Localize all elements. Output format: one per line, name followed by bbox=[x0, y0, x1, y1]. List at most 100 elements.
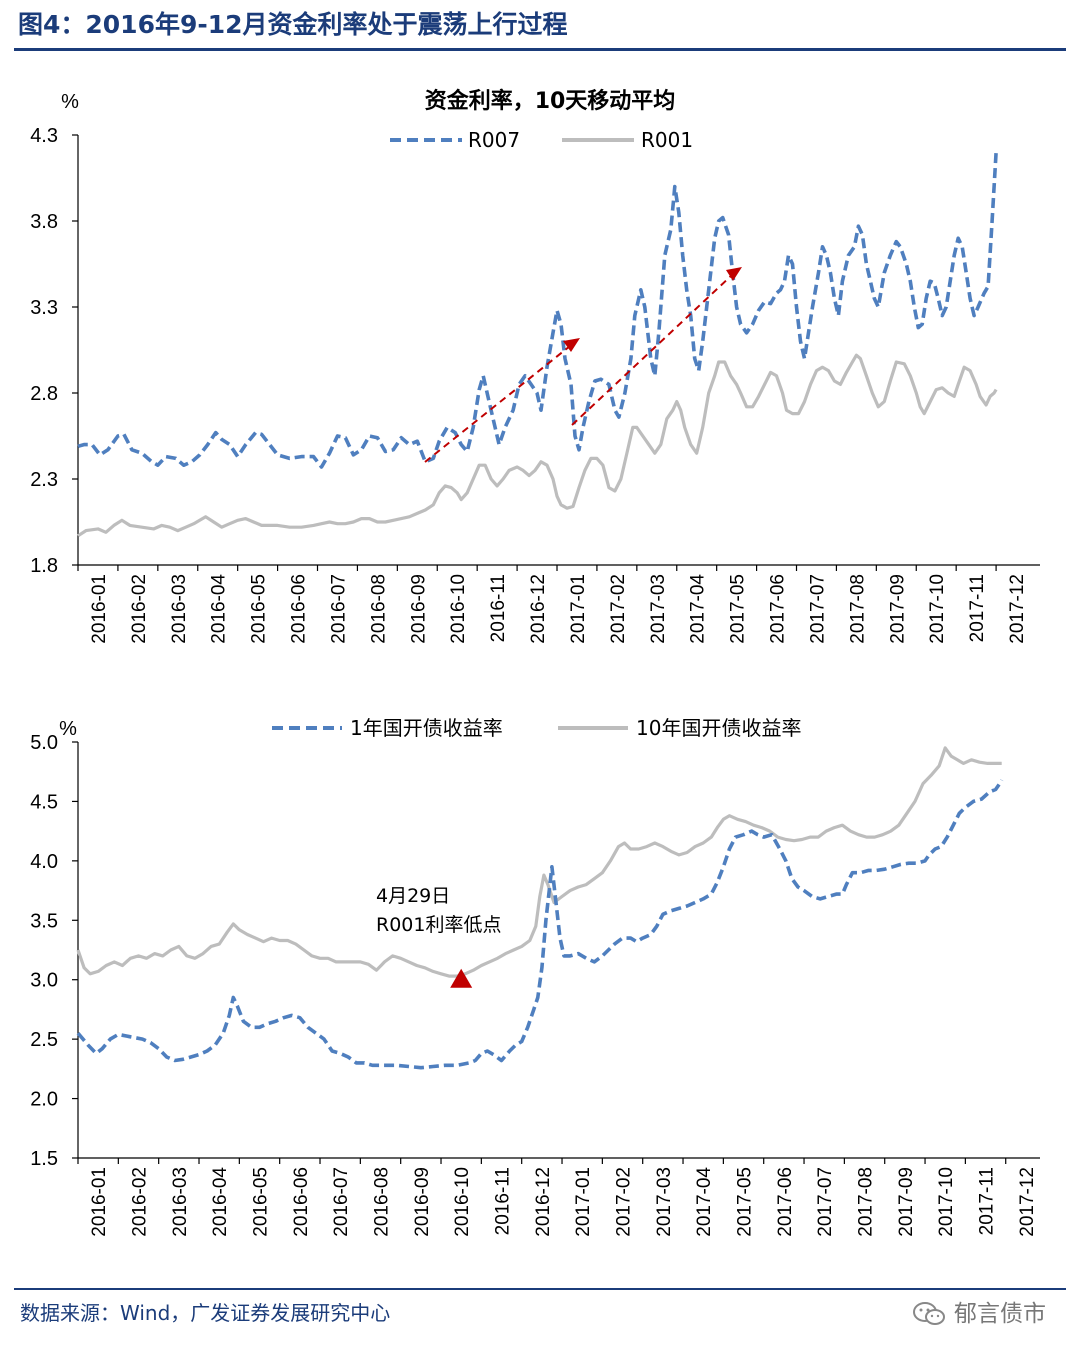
chart1-y-tick-label: 4.3 bbox=[30, 125, 58, 147]
chart2-y-ticks: 1.5 2.0 2.5 3.0 3.5 4.0 4.5 5.0 bbox=[30, 732, 78, 1170]
chart2-x-tick-label: 2016-01 bbox=[89, 1167, 110, 1237]
chart1-y-ticks: 1.8 2.3 2.8 3.3 3.8 4.3 bbox=[30, 125, 78, 577]
title-divider bbox=[14, 48, 1066, 51]
chart1-y-tick-label: 1.8 bbox=[30, 555, 58, 577]
chart2-x-tick-label: 2017-06 bbox=[775, 1167, 796, 1237]
chart2-series-1年国开债收益率 bbox=[76, 779, 1004, 1070]
chart2-x-tick-label: 2016-04 bbox=[210, 1167, 231, 1237]
chart2-x-tick-label: 2017-11 bbox=[977, 1167, 998, 1235]
chart1-x-tick-label: 2016-02 bbox=[129, 574, 150, 644]
chart1-x-tick-label: 2017-02 bbox=[608, 574, 629, 644]
chart2-x-tick-label: 2017-08 bbox=[856, 1167, 877, 1237]
chart2-annotation: 4月29日 R001利率低点 bbox=[376, 885, 501, 988]
chart1-x-tick-label: 2017-01 bbox=[568, 574, 589, 644]
chart2-x-tick-label: 2017-12 bbox=[1017, 1167, 1038, 1237]
chart1-x-tick-label: 2017-12 bbox=[1007, 574, 1028, 644]
chart1-y-tick-label: 3.8 bbox=[30, 211, 58, 233]
chart2-x-tick-label: 2017-09 bbox=[896, 1167, 917, 1237]
chart1-x-tick-label: 2017-05 bbox=[728, 574, 749, 644]
chart1-x-tick-label: 2016-01 bbox=[89, 574, 110, 644]
watermark-text: 郁言债市 bbox=[954, 1301, 1046, 1327]
chart1-series-R001 bbox=[77, 353, 998, 538]
cdb-yield-chart: % 1年国开债收益率 10年国开债收益率 1.5 2.0 2.5 3.0 3.5 4.0 4… bbox=[30, 716, 1040, 1237]
chart1-x-tick-label: 2017-09 bbox=[887, 574, 908, 644]
chart2-x-tick-label: 2017-07 bbox=[815, 1167, 836, 1237]
trend-arrow-2-head bbox=[726, 267, 742, 281]
chart1-x-tick-label: 2017-11 bbox=[967, 574, 988, 642]
money-rate-chart: 资金利率，10天移动平均 % R007 R001 1.8 2.3 2.8 3.3 3.8… bbox=[30, 88, 1040, 644]
annotation-date: 4月29日 bbox=[376, 885, 450, 907]
chart1-x-tick-label: 2016-03 bbox=[169, 574, 190, 644]
chart2-y-tick-label: 3.5 bbox=[30, 910, 58, 932]
chart1-y-unit: % bbox=[61, 91, 79, 113]
chart1-x-tick-label: 2017-06 bbox=[768, 574, 789, 644]
wechat-icon bbox=[913, 1302, 945, 1325]
low-point-marker bbox=[450, 968, 473, 988]
chart2-x-tick-label: 2016-03 bbox=[170, 1167, 191, 1237]
chart2-legend-10y-label: 10年国开债收益率 bbox=[636, 716, 801, 740]
chart1-x-tick-label: 2017-03 bbox=[648, 574, 669, 644]
chart1-y-tick-label: 2.3 bbox=[30, 469, 58, 491]
chart2-x-ticks: 2016-01 2016-02 2016-03 2016-04 2016-05 2016-… bbox=[77, 1158, 1038, 1237]
footer-divider bbox=[14, 1288, 1066, 1290]
chart2-x-tick-label: 2017-02 bbox=[614, 1167, 635, 1237]
annotation-text: R001利率低点 bbox=[376, 914, 501, 936]
chart2-legend-1y-label: 1年国开债收益率 bbox=[350, 716, 503, 740]
chart2-x-tick-label: 2017-05 bbox=[735, 1167, 756, 1237]
chart1-trend-arrows bbox=[424, 267, 742, 463]
chart1-x-tick-label: 2017-04 bbox=[688, 574, 709, 644]
chart2-y-tick-label: 5.0 bbox=[30, 732, 58, 754]
chart1-x-tick-label: 2016-06 bbox=[289, 574, 310, 644]
chart1-y-tick-label: 3.3 bbox=[30, 297, 58, 319]
chart1-x-tick-label: 2016-12 bbox=[528, 574, 549, 644]
chart1-axes bbox=[77, 135, 1040, 566]
chart1-x-tick-label: 2016-04 bbox=[209, 574, 230, 644]
chart2-axes bbox=[77, 742, 1040, 1159]
chart1-y-tick-label: 2.8 bbox=[30, 383, 58, 405]
chart2-x-tick-label: 2017-03 bbox=[654, 1167, 675, 1237]
trend-arrow-1-head bbox=[563, 338, 580, 352]
chart1-series-R007 bbox=[77, 152, 998, 469]
chart1-title: 资金利率，10天移动平均 bbox=[425, 88, 676, 114]
chart2-y-tick-label: 3.0 bbox=[30, 970, 58, 992]
trend-arrow-2 bbox=[571, 274, 733, 426]
chart2-x-tick-label: 2016-05 bbox=[251, 1167, 272, 1237]
chart2-x-tick-label: 2016-07 bbox=[331, 1167, 352, 1237]
trend-arrow-1 bbox=[424, 345, 571, 463]
chart1-legend: R007 R001 bbox=[390, 128, 693, 152]
chart1-x-tick-label: 2016-10 bbox=[448, 574, 469, 644]
chart1-x-tick-label: 2017-10 bbox=[927, 574, 948, 644]
chart2-y-tick-label: 1.5 bbox=[30, 1148, 58, 1170]
chart2-series-10年国开债收益率 bbox=[76, 746, 1002, 978]
chart2-legend: 1年国开债收益率 10年国开债收益率 bbox=[272, 716, 801, 740]
chart2-x-tick-label: 2016-09 bbox=[412, 1167, 433, 1237]
chart2-y-tick-label: 2.5 bbox=[30, 1029, 58, 1051]
chart1-x-tick-label: 2016-09 bbox=[408, 574, 429, 644]
chart2-x-tick-label: 2016-10 bbox=[452, 1167, 473, 1237]
chart2-x-tick-label: 2017-04 bbox=[694, 1167, 715, 1237]
chart2-x-tick-label: 2017-10 bbox=[936, 1167, 957, 1237]
chart2-y-tick-label: 4.0 bbox=[30, 851, 58, 873]
chart2-y-unit: % bbox=[59, 718, 77, 740]
chart1-legend-r001-label: R001 bbox=[641, 128, 693, 152]
chart1-x-tick-label: 2016-11 bbox=[488, 574, 509, 642]
chart2-y-tick-label: 2.0 bbox=[30, 1089, 58, 1111]
chart2-x-tick-label: 2017-01 bbox=[573, 1167, 594, 1237]
chart1-legend-r007-label: R007 bbox=[468, 128, 520, 152]
chart1-x-tick-label: 2017-07 bbox=[807, 574, 828, 644]
chart1-x-tick-label: 2016-05 bbox=[249, 574, 270, 644]
chart2-x-tick-label: 2016-02 bbox=[130, 1167, 151, 1237]
chart1-series bbox=[77, 152, 998, 538]
chart1-x-ticks: 2016-01 2016-02 2016-03 2016-04 2016-05 2016-… bbox=[77, 565, 1028, 644]
chart2-x-tick-label: 2016-08 bbox=[372, 1167, 393, 1237]
chart2-series bbox=[76, 746, 1004, 1070]
chart2-y-tick-label: 4.5 bbox=[30, 791, 58, 813]
figure-title: 图4：2016年9-12月资金利率处于震荡上行过程 bbox=[18, 10, 568, 39]
chart1-x-tick-label: 2016-07 bbox=[328, 574, 349, 644]
chart1-x-tick-label: 2016-08 bbox=[368, 574, 389, 644]
watermark: 郁言债市 bbox=[912, 1296, 1046, 1332]
chart2-x-tick-label: 2016-11 bbox=[493, 1167, 514, 1235]
chart1-x-tick-label: 2017-08 bbox=[847, 574, 868, 644]
chart2-x-tick-label: 2016-12 bbox=[533, 1167, 554, 1237]
chart2-x-tick-label: 2016-06 bbox=[291, 1167, 312, 1237]
